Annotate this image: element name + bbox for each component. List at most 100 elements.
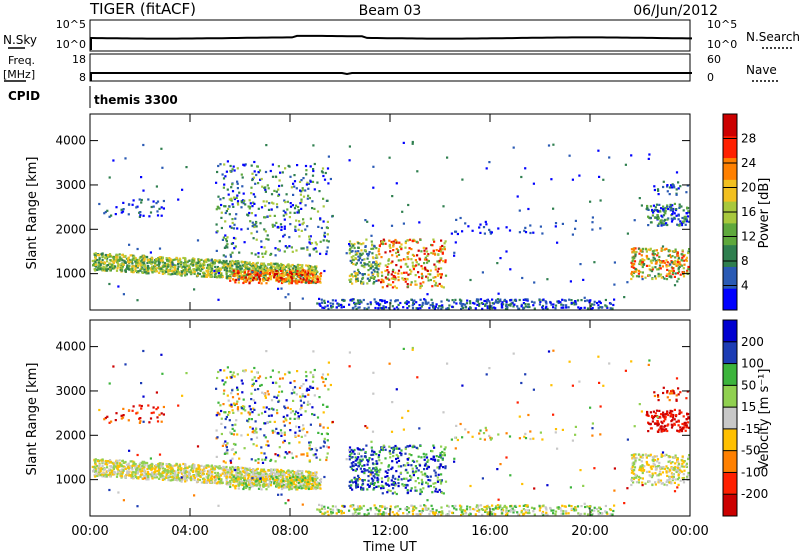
heatmap-cell <box>589 200 592 203</box>
heatmap-cell <box>280 184 284 187</box>
heatmap-cell <box>201 470 205 473</box>
heatmap-cell <box>666 268 669 271</box>
heatmap-cell <box>673 261 676 264</box>
heatmap-cell <box>130 260 134 263</box>
heatmap-cell <box>183 469 186 472</box>
heatmap-cell <box>181 188 184 191</box>
strip-freq-left-label-2: [MHz] <box>3 68 35 81</box>
heatmap-cell <box>296 211 299 214</box>
heatmap-cell <box>406 306 409 310</box>
heatmap-cell <box>139 475 142 478</box>
heatmap-cell <box>142 461 145 464</box>
heatmap-cell <box>124 261 127 264</box>
heatmap-cell <box>524 167 527 170</box>
heatmap-cell <box>405 262 408 265</box>
heatmap-cell <box>94 257 97 260</box>
heatmap-cell <box>641 250 644 253</box>
heatmap-cell <box>111 267 114 270</box>
heatmap-cell <box>679 263 682 266</box>
heatmap-cell <box>337 303 340 306</box>
heatmap-cell <box>291 483 294 486</box>
heatmap-cell <box>303 478 306 482</box>
heatmap-cell <box>193 478 196 481</box>
heatmap-cell <box>145 272 148 275</box>
heatmap-cell <box>360 243 363 246</box>
heatmap-cell <box>166 471 169 474</box>
heatmap-cell <box>195 262 198 265</box>
heatmap-cell <box>290 482 293 485</box>
heatmap-cell <box>158 207 161 210</box>
heatmap-cell <box>366 307 369 310</box>
heatmap-cell <box>146 464 149 467</box>
heatmap-cell <box>320 170 324 173</box>
heatmap-cell <box>669 209 672 212</box>
heatmap-cell <box>251 269 254 272</box>
heatmap-cell <box>309 477 312 480</box>
heatmap-cell <box>307 187 310 190</box>
heatmap-cell <box>121 472 124 475</box>
heatmap-cell <box>437 267 440 270</box>
heatmap-cell <box>634 253 637 256</box>
heatmap-cell <box>375 264 378 267</box>
heatmap-cell <box>282 470 285 473</box>
heatmap-cell <box>307 471 311 474</box>
heatmap-cell <box>680 222 683 225</box>
heatmap-cell <box>225 465 228 469</box>
heatmap-cell <box>507 303 510 307</box>
heatmap-cell <box>634 268 637 271</box>
heatmap-cell <box>301 473 304 476</box>
heatmap-cell <box>146 265 149 268</box>
heatmap-cell <box>678 265 681 268</box>
heatmap-cell <box>195 268 198 271</box>
heatmap-cell <box>210 473 213 476</box>
heatmap-cell <box>257 281 261 284</box>
heatmap-cell <box>261 185 264 188</box>
heatmap-cell <box>141 261 144 264</box>
heatmap-cell <box>291 263 294 267</box>
heatmap-cell <box>389 246 392 249</box>
heatmap-cell <box>682 271 685 274</box>
heatmap-cell <box>252 478 255 481</box>
heatmap-cell <box>366 282 369 285</box>
heatmap-cell <box>154 264 157 267</box>
heatmap-cell <box>154 262 157 265</box>
heatmap-cell <box>375 279 378 282</box>
heatmap-cell <box>107 255 110 258</box>
heatmap-cell <box>466 299 469 302</box>
heatmap-cell <box>213 261 216 264</box>
heatmap-cell <box>496 301 500 304</box>
heatmap-cell <box>214 480 217 483</box>
heatmap-cell <box>683 254 686 257</box>
heatmap-cell <box>276 270 280 273</box>
heatmap-cell <box>367 264 371 267</box>
heatmap-cell <box>243 272 246 275</box>
heatmap-cell <box>682 255 685 258</box>
heatmap-cell <box>501 301 504 304</box>
heatmap-cell <box>174 478 177 481</box>
heatmap-cell <box>464 222 467 225</box>
heatmap-cell <box>247 483 250 486</box>
heatmap-cell <box>161 478 164 481</box>
heatmap-cell <box>243 477 246 480</box>
heatmap-cell <box>447 307 450 310</box>
heatmap-cell <box>475 299 478 303</box>
heatmap-cell <box>305 279 308 282</box>
heatmap-cell <box>290 246 293 249</box>
heatmap-cell <box>156 469 159 472</box>
heatmap-cell <box>280 475 283 479</box>
heatmap-cell <box>411 253 414 256</box>
heatmap-cell <box>426 254 429 257</box>
heatmap-cell <box>384 251 387 254</box>
heatmap-cell <box>657 217 660 220</box>
heatmap-cell <box>685 218 688 221</box>
heatmap-cell <box>239 474 242 477</box>
heatmap-cell <box>314 269 317 272</box>
heatmap-cell <box>265 483 269 486</box>
heatmap-cell <box>681 253 684 256</box>
heatmap-cell <box>154 269 157 272</box>
heatmap-cell <box>659 273 663 276</box>
heatmap-cell <box>431 244 434 247</box>
heatmap-cell <box>662 214 666 217</box>
heatmap-cell <box>593 300 596 303</box>
heatmap-cell <box>118 253 121 256</box>
